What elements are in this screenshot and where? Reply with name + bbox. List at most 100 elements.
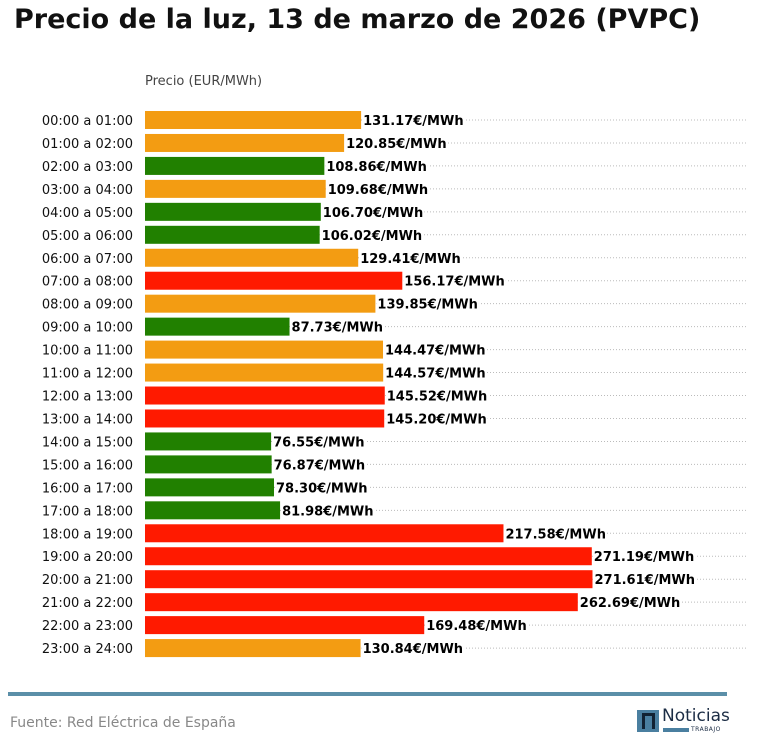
category-label: 22:00 a 23:00 (42, 619, 133, 634)
bar (145, 248, 359, 267)
data-label: 106.70€/MWh (323, 206, 424, 221)
data-label: 139.85€/MWh (377, 298, 478, 313)
category-label: 03:00 a 04:00 (42, 183, 133, 198)
noticias-trabajo-logo: Noticias TRABAJO (637, 706, 730, 736)
footer-divider (8, 692, 727, 696)
data-label-background (321, 203, 425, 220)
data-label-background (385, 410, 488, 427)
data-label: 129.41€/MWh (360, 252, 461, 267)
data-label-background (362, 112, 465, 128)
data-label-background (361, 640, 465, 657)
bar (145, 478, 275, 497)
bar (145, 616, 425, 635)
category-label: 10:00 a 11:00 (42, 344, 133, 359)
category-label: 13:00 a 14:00 (42, 412, 133, 427)
data-label: 217.58€/MWh (505, 527, 605, 542)
data-label: 271.61€/MWh (594, 573, 695, 588)
data-label-background (281, 502, 375, 519)
bar (145, 133, 345, 152)
data-label: 145.20€/MWh (386, 412, 487, 427)
data-label-background (384, 341, 487, 358)
data-label-background (290, 318, 384, 335)
bar (145, 294, 376, 313)
category-label: 15:00 a 16:00 (42, 458, 133, 473)
data-label: 76.87€/MWh (274, 458, 365, 473)
bar (145, 501, 281, 520)
category-label: 17:00 a 18:00 (42, 504, 133, 519)
data-label-background (592, 548, 696, 565)
category-label: 08:00 a 09:00 (42, 298, 133, 313)
data-label-background (593, 571, 696, 588)
data-label-background (345, 134, 448, 151)
bar (145, 547, 592, 566)
category-label: 12:00 a 13:00 (42, 390, 133, 405)
category-label: 04:00 a 05:00 (42, 206, 133, 221)
data-label-background (504, 525, 607, 542)
bar (145, 386, 385, 405)
bar-chart: 00:00 a 01:00 131.17€/MWh 01:00 a 02:00 120… (42, 111, 748, 658)
bar (145, 156, 325, 175)
data-label: 78.30€/MWh (276, 481, 367, 496)
source-note: Fuente: Red Eléctrica de España (10, 715, 236, 731)
logo-mark-icon (637, 710, 659, 732)
data-label: 106.02€/MWh (322, 229, 423, 244)
bar (145, 455, 272, 474)
bar (145, 570, 593, 589)
bar (145, 111, 362, 129)
data-label-background (384, 364, 487, 381)
data-label-background (376, 295, 479, 312)
data-label-background (325, 157, 428, 174)
bar (145, 363, 384, 382)
category-label: 09:00 a 10:00 (42, 321, 133, 336)
category-label: 06:00 a 07:00 (42, 252, 133, 267)
bar (145, 593, 578, 612)
category-label: 19:00 a 20:00 (42, 550, 133, 565)
data-label: 262.69€/MWh (580, 596, 681, 611)
data-label: 87.73€/MWh (292, 321, 383, 336)
bar (145, 271, 403, 290)
bar (145, 524, 504, 543)
category-label: 05:00 a 06:00 (42, 229, 133, 244)
category-label: 00:00 a 01:00 (42, 114, 133, 129)
data-label: 109.68€/MWh (328, 183, 429, 198)
data-label: 81.98€/MWh (282, 504, 373, 519)
bar (145, 202, 321, 221)
data-label: 156.17€/MWh (404, 275, 505, 290)
data-label-background (275, 479, 369, 496)
data-label-background (272, 456, 367, 473)
bar (145, 639, 361, 658)
bar (145, 409, 385, 428)
category-label: 01:00 a 02:00 (42, 137, 133, 152)
logo-underline (663, 728, 689, 732)
logo-sub: TRABAJO (691, 726, 721, 733)
bar (145, 432, 272, 451)
chart-title: Precio de la luz, 13 de marzo de 2026 (P… (14, 4, 701, 35)
data-label-background (385, 387, 489, 404)
data-label: 271.19€/MWh (594, 550, 695, 565)
category-label: 07:00 a 08:00 (42, 275, 133, 290)
data-label: 144.57€/MWh (385, 367, 486, 382)
data-label: 108.86€/MWh (326, 160, 427, 175)
data-label-background (359, 249, 462, 266)
data-label: 144.47€/MWh (385, 344, 486, 359)
data-label: 145.52€/MWh (387, 390, 488, 405)
category-label: 14:00 a 15:00 (42, 435, 133, 450)
bar (145, 179, 326, 198)
category-label: 18:00 a 19:00 (42, 527, 133, 542)
data-label: 76.55€/MWh (273, 435, 364, 450)
category-label: 16:00 a 17:00 (42, 481, 133, 496)
data-label: 130.84€/MWh (363, 642, 464, 657)
logo-name: Noticias (662, 706, 730, 726)
data-label: 120.85€/MWh (346, 137, 447, 152)
data-label-background (326, 180, 430, 197)
category-label: 11:00 a 12:00 (42, 367, 133, 382)
category-label: 02:00 a 03:00 (42, 160, 133, 175)
data-label-background (403, 272, 506, 289)
data-label-background (272, 433, 366, 450)
data-label: 169.48€/MWh (426, 619, 526, 634)
data-label: 131.17€/MWh (363, 114, 464, 129)
category-label: 20:00 a 21:00 (42, 573, 133, 588)
bar (145, 317, 290, 336)
category-label: 23:00 a 24:00 (42, 642, 133, 657)
data-label-background (578, 594, 682, 611)
